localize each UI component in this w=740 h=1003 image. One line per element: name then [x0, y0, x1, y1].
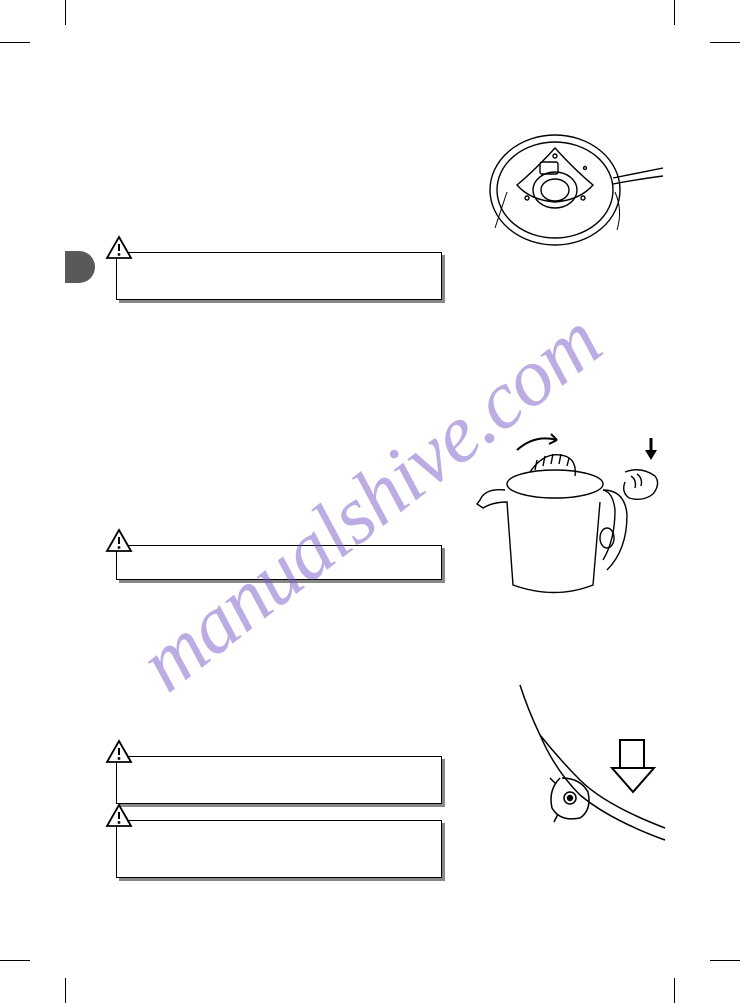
illustration-base-underside	[465, 130, 665, 250]
warning-box-4	[116, 820, 442, 878]
crop-mark	[674, 0, 675, 25]
crop-mark	[0, 42, 30, 43]
warning-box-1	[116, 252, 442, 300]
crop-mark	[710, 960, 740, 961]
crop-mark	[65, 0, 66, 25]
crop-mark	[65, 978, 66, 1003]
caution-icon	[105, 235, 133, 261]
crop-mark	[0, 960, 30, 961]
illustration-lid-open	[465, 420, 665, 600]
crop-mark	[674, 978, 675, 1003]
warning-box-3	[116, 756, 442, 804]
crop-mark	[710, 42, 740, 43]
caution-icon	[105, 739, 133, 765]
warning-box-2	[116, 545, 442, 580]
caution-icon	[105, 803, 133, 829]
page-section-tab	[65, 251, 95, 283]
illustration-switch-down	[510, 680, 670, 850]
caution-icon	[105, 528, 133, 554]
